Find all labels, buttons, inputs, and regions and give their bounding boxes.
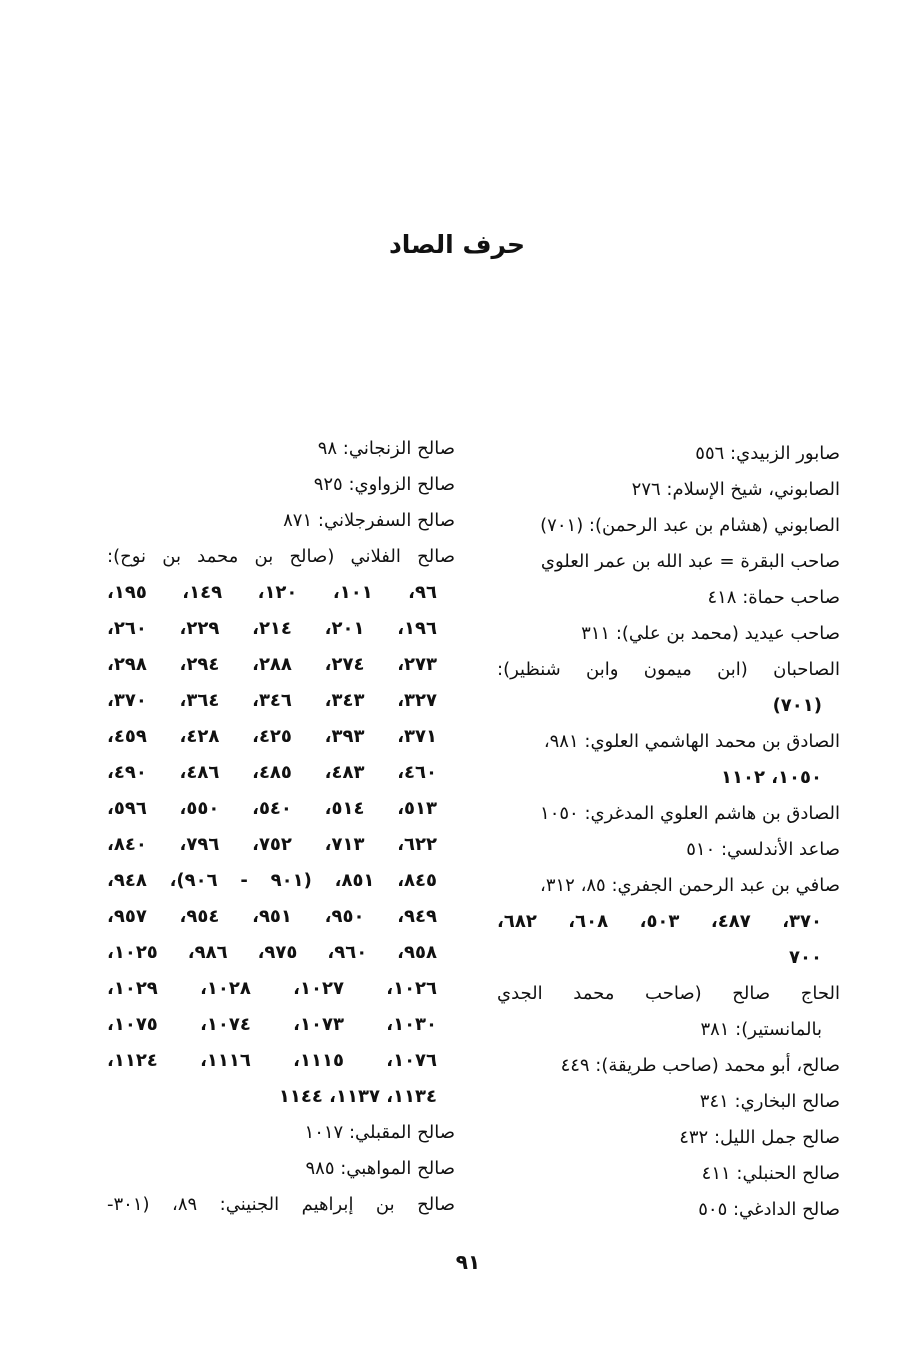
index-entry-continuation: (٧٠١) [772, 695, 822, 716]
index-entry: الصاحبان (ابن ميمون وابن شنظير): [497, 659, 840, 680]
index-entry: صاحب عيديد (محمد بن علي): ٣١١ [581, 623, 840, 644]
index-entry: صالح المواهبي: ٩٨٥ [305, 1158, 455, 1179]
index-entry: صالح، أبو محمد (صاحب طريقة): ٤٤٩ [560, 1055, 840, 1076]
index-entry-continuation: بالمانستير): ٣٨١ [700, 1019, 822, 1040]
index-entry-continuation: ٦٢٢، ٧١٣، ٧٥٢، ٧٩٦، ٨٤٠، [107, 834, 437, 855]
section-heading: حرف الصاد [0, 230, 914, 259]
index-entry: صالح الفلاني (صالح بن محمد بن نوح): [107, 546, 455, 567]
index-entry-continuation: ٤٦٠، ٤٨٣، ٤٨٥، ٤٨٦، ٤٩٠، [107, 762, 437, 783]
index-entry-continuation: ١٠٧٦، ١١١٥، ١١١٦، ١١٢٤، [107, 1050, 438, 1071]
index-entry: صالح الزنجاني: ٩٨ [317, 438, 455, 459]
page-number-text: ٩١ [455, 1250, 481, 1274]
index-entry-continuation: ٩٦، ١٠١، ١٢٠، ١٤٩، ١٩٥، [107, 582, 438, 603]
index-entry-continuation: ٢٧٣، ٢٧٤، ٢٨٨، ٢٩٤، ٢٩٨، [107, 654, 437, 675]
index-entry-continuation: ١٠٥٠، ١١٠٢ [720, 767, 822, 788]
index-entry: صالح الحنبلي: ٤١١ [701, 1163, 840, 1184]
index-entry: الصابوني (هشام بن عبد الرحمن): (٧٠١) [540, 515, 840, 536]
index-entry-continuation: ٩٤٩، ٩٥٠، ٩٥١، ٩٥٤، ٩٥٧، [107, 906, 437, 927]
index-entry: صالح الدادغي: ٥٠٥ [698, 1199, 840, 1220]
index-entry: صالح السفرجلاني: ٨٧١ [283, 510, 455, 531]
index-entry: صالح الزواوي: ٩٢٥ [313, 474, 455, 495]
index-entry-continuation: ١٠٣٠، ١٠٧٣، ١٠٧٤، ١٠٧٥، [107, 1014, 438, 1035]
index-entry-continuation: ٨٤٥، ٨٥١، (٩٠١ - ٩٠٦)، ٩٤٨، [107, 870, 437, 891]
index-column-right: صابور الزبيدي: ٥٥٦ الصابوني، شيخ الإسلام:… [497, 436, 840, 1228]
index-entry-continuation: ٩٥٨، ٩٦٠، ٩٧٥، ٩٨٦، ١٠٢٥، [107, 942, 437, 963]
index-entry-continuation: ٣٧١، ٣٩٣، ٤٢٥، ٤٢٨، ٤٥٩، [107, 726, 437, 747]
index-entry-continuation: ٧٠٠ [789, 947, 822, 968]
index-entry: صاعد الأندلسي: ٥١٠ [686, 839, 840, 860]
index-entry: صاحب حماة: ٤١٨ [707, 587, 840, 608]
page-number: ٩١ [0, 1250, 914, 1274]
index-entry: الصادق بن هاشم العلوي المدغري: ١٠٥٠ [540, 803, 840, 824]
index-entry: صالح البخاري: ٣٤١ [699, 1091, 840, 1112]
index-entry: صالح بن إبراهيم الجنيني: ٨٩، (٣٠١- [107, 1194, 455, 1215]
index-column-left: صالح الزنجاني: ٩٨ صالح الزواوي: ٩٢٥ صالح ا… [107, 431, 455, 1223]
index-entry: الحاج صالح (صاحب محمد الجدي [497, 983, 840, 1004]
index-entry-continuation: ١٠٢٦، ١٠٢٧، ١٠٢٨، ١٠٢٩، [107, 978, 438, 999]
index-entry: الصابوني، شيخ الإسلام: ٢٧٦ [631, 479, 840, 500]
index-entry: الصادق بن محمد الهاشمي العلوي: ٩٨١، [543, 731, 840, 752]
index-entry-continuation: ٣٢٧، ٣٤٣، ٣٤٦، ٣٦٤، ٣٧٠، [107, 690, 437, 711]
index-entry-continuation: ٣٧٠، ٤٨٧، ٥٠٣، ٦٠٨، ٦٨٢، [497, 911, 822, 932]
index-entry: صاحب البقرة = عبد الله بن عمر العلوي [540, 551, 840, 572]
index-entry: صابور الزبيدي: ٥٥٦ [695, 443, 840, 464]
index-entry-continuation: ١١٣٤، ١١٣٧، ١١٤٤ [278, 1086, 437, 1107]
heading-text: حرف الصاد [388, 230, 526, 259]
index-entry-continuation: ٥١٣، ٥١٤، ٥٤٠، ٥٥٠، ٥٩٦، [107, 798, 437, 819]
index-entry: صافي بن عبد الرحمن الجفري: ٨٥، ٣١٢، [540, 875, 840, 896]
index-entry: صالح المقبلي: ١٠١٧ [304, 1122, 455, 1143]
index-entry: صالح جمل الليل: ٤٣٢ [679, 1127, 840, 1148]
index-entry-continuation: ١٩٦، ٢٠١، ٢١٤، ٢٢٩، ٢٦٠، [107, 618, 437, 639]
